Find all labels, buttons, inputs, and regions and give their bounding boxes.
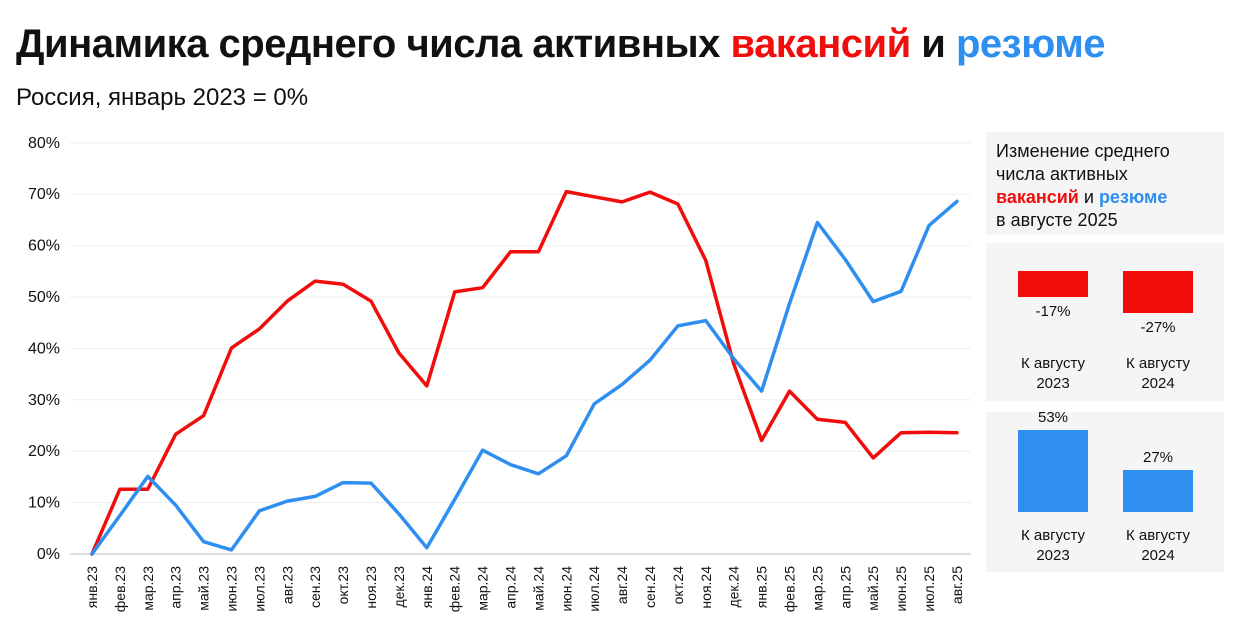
x-tick-label: фев.25 (782, 566, 798, 612)
x-tick-label: июл.23 (251, 566, 267, 612)
vacancies-category-label: К августу 2024 (1108, 354, 1208, 394)
x-tick-label: июн.24 (558, 566, 574, 612)
resumes-bar-value: 53% (1037, 408, 1069, 426)
y-tick-label: 0% (37, 546, 60, 563)
category-line: 2023 (1036, 375, 1070, 392)
x-tick-label: дек.24 (726, 566, 742, 608)
vacancies-panel (986, 243, 1224, 401)
y-tick-label: 70% (28, 186, 60, 203)
x-tick-label: сен.24 (642, 566, 658, 608)
title-mid: и (910, 22, 956, 66)
y-tick-label: 60% (28, 238, 60, 255)
x-tick-label: мар.25 (809, 566, 825, 611)
category-line: К августу (1020, 527, 1086, 544)
x-tick-label: янв.23 (84, 566, 100, 608)
chart-subtitle: Россия, январь 2023 = 0% (16, 84, 309, 111)
vacancies-bar-value: -17% (1035, 303, 1071, 321)
chart-title: Динамика среднего числа активных ваканси… (16, 22, 1106, 67)
x-tick-label: фев.23 (112, 566, 128, 612)
side-note-vacancies: вакансий (996, 187, 1079, 207)
y-tick-label: 10% (28, 495, 60, 512)
category-line: 2024 (1141, 547, 1175, 564)
vacancies-bar (1123, 271, 1193, 313)
y-tick-label: 80% (28, 135, 60, 152)
side-note-line1: Изменение среднего (996, 141, 1170, 161)
category-line: К августу (1125, 527, 1191, 544)
x-tick-label: май.25 (865, 566, 881, 611)
category-line: 2023 (1036, 547, 1070, 564)
side-note-line4: в августе 2025 (996, 210, 1118, 230)
title-prefix: Динамика среднего числа активных (16, 22, 731, 66)
x-tick-label: мар.24 (475, 566, 491, 611)
resumes-category-label: К августу 2024 (1108, 526, 1208, 566)
side-note-line2: числа активных (996, 164, 1128, 184)
x-tick-label: ноя.23 (363, 566, 379, 609)
vacancies-category-label: К августу 2023 (1003, 354, 1103, 394)
vacancies-bar (1018, 271, 1088, 298)
x-tick-label: окт.23 (335, 566, 351, 605)
x-tick-label: авг.23 (279, 566, 295, 604)
x-tick-label: дек.23 (391, 566, 407, 608)
y-tick-label: 40% (28, 340, 60, 357)
x-tick-label: ноя.24 (698, 566, 714, 609)
title-vacancies: вакансий (730, 22, 912, 66)
title-resumes: резюме (956, 22, 1106, 66)
x-tick-label: окт.24 (670, 566, 686, 605)
resumes-bar-value: 27% (1142, 449, 1174, 467)
x-tick-label: апр.24 (503, 566, 519, 609)
x-tick-label: май.23 (196, 566, 212, 611)
resumes-category-label: К августу 2023 (1003, 526, 1103, 566)
x-tick-label: июн.23 (224, 566, 240, 612)
side-note: Изменение среднего числа активных ваканс… (986, 132, 1224, 235)
category-line: 2024 (1141, 375, 1175, 392)
y-tick-label: 20% (28, 443, 60, 460)
x-tick-label: авг.24 (614, 566, 630, 604)
x-tick-label: авг.25 (949, 566, 965, 604)
x-tick-label: июн.25 (893, 566, 909, 612)
x-tick-label: июл.25 (921, 566, 937, 612)
category-line: К августу (1020, 355, 1086, 372)
side-note-mid: и (1078, 187, 1099, 207)
x-tick-label: янв.24 (419, 566, 435, 608)
category-line: К августу (1125, 355, 1191, 372)
y-tick-label: 50% (28, 289, 60, 306)
vacancies-bar-value: -27% (1140, 318, 1176, 336)
x-tick-label: июл.24 (586, 566, 602, 612)
y-tick-label: 30% (28, 392, 60, 409)
side-note-resumes: резюме (1098, 187, 1168, 207)
x-tick-label: фев.24 (447, 566, 463, 612)
resumes-bar (1018, 429, 1088, 513)
resumes-bar (1123, 470, 1193, 512)
x-tick-label: апр.25 (837, 566, 853, 609)
x-tick-label: янв.25 (754, 566, 770, 608)
series-line-vacancies (90, 189, 959, 556)
x-tick-label: май.24 (530, 566, 546, 611)
x-tick-label: апр.23 (168, 566, 184, 609)
x-tick-label: мар.23 (140, 566, 156, 611)
x-tick-label: сен.23 (307, 566, 323, 608)
series-line-resumes (90, 199, 959, 556)
side-note-line3: вакансий и резюме (996, 186, 1224, 209)
